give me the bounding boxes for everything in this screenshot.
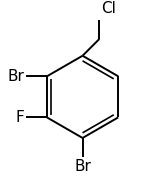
Text: F: F [16,110,25,125]
Text: Br: Br [74,159,91,174]
Text: Cl: Cl [101,1,116,17]
Text: Br: Br [8,69,25,84]
